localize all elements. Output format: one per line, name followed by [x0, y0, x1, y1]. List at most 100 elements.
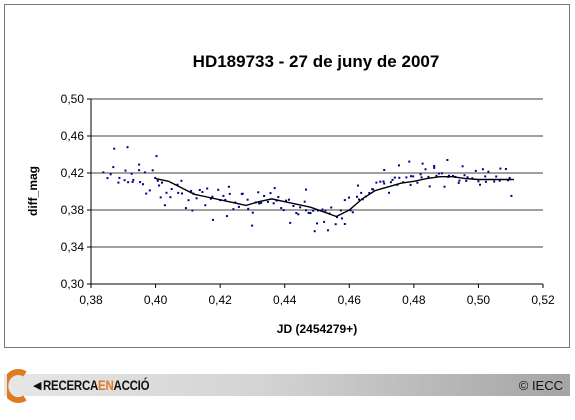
data-point — [258, 202, 261, 205]
data-point — [495, 175, 498, 178]
data-point — [273, 187, 276, 190]
data-point — [321, 208, 324, 211]
axes — [87, 98, 544, 288]
data-point — [180, 179, 183, 182]
data-point — [356, 195, 358, 198]
data-point — [312, 209, 315, 212]
data-point — [251, 211, 254, 214]
data-point — [461, 165, 464, 168]
data-point — [109, 173, 112, 176]
data-point — [393, 176, 396, 179]
data-point — [177, 191, 180, 194]
data-point — [307, 211, 310, 214]
data-point — [438, 172, 440, 175]
plot-area — [91, 99, 543, 284]
data-point — [389, 181, 392, 184]
data-point — [127, 181, 130, 184]
data-point — [357, 184, 359, 187]
data-point — [391, 178, 394, 181]
data-point — [433, 166, 436, 169]
data-point — [305, 209, 307, 212]
data-point — [383, 169, 386, 171]
data-point — [169, 196, 172, 199]
data-point — [222, 194, 225, 197]
data-point — [187, 199, 190, 202]
data-point — [493, 180, 496, 183]
data-point — [477, 180, 480, 183]
data-point — [339, 209, 342, 212]
data-point — [251, 224, 254, 227]
data-point — [388, 191, 390, 194]
left-triangle-icon: ◀ — [33, 380, 42, 392]
data-point — [343, 223, 346, 225]
data-point — [510, 194, 513, 197]
data-point — [257, 191, 260, 194]
copyright-text: © IECC — [518, 378, 563, 393]
data-point — [410, 175, 412, 178]
moving-average-line — [155, 176, 514, 218]
chart-title: HD189733 - 27 de juny de 2007 — [193, 52, 440, 71]
data-point — [156, 179, 159, 182]
data-point — [131, 180, 134, 183]
data-point — [113, 147, 116, 150]
data-point — [184, 207, 187, 210]
data-point — [358, 198, 360, 201]
data-point — [138, 169, 141, 172]
data-point — [289, 221, 292, 224]
data-point — [375, 181, 378, 184]
data-points — [102, 146, 513, 233]
data-point — [448, 174, 450, 177]
data-point — [382, 180, 385, 183]
x-axis-label: JD (2454279+) — [277, 322, 357, 336]
x-tick-label: 0,50 — [467, 293, 491, 307]
data-point — [247, 207, 250, 210]
data-point — [398, 176, 401, 179]
data-point — [282, 209, 285, 212]
data-point — [427, 175, 430, 178]
data-point — [481, 168, 484, 171]
data-point — [161, 181, 163, 184]
orange-c-logo-icon — [7, 369, 27, 403]
data-point — [504, 168, 507, 170]
data-point — [228, 192, 231, 195]
data-point — [151, 169, 154, 172]
data-point — [143, 171, 146, 174]
data-point — [440, 172, 443, 175]
x-tick-label: 0,46 — [338, 293, 362, 307]
y-tick-label: 0,34 — [61, 240, 85, 254]
data-point — [428, 185, 431, 188]
data-point — [232, 208, 235, 211]
data-point — [148, 189, 151, 192]
data-point — [130, 172, 133, 175]
data-point — [303, 200, 306, 203]
data-point — [272, 202, 275, 205]
data-point — [309, 212, 312, 215]
data-point — [507, 179, 510, 182]
data-point — [405, 176, 408, 179]
data-point — [451, 175, 454, 177]
data-point — [458, 179, 461, 182]
data-point — [102, 171, 105, 174]
data-point — [211, 195, 214, 198]
data-point — [466, 176, 469, 179]
x-tick-label: 0,44 — [273, 293, 297, 307]
data-point — [323, 220, 326, 223]
brand-part-3: ACCIÓ — [113, 377, 150, 393]
data-point — [446, 159, 449, 161]
data-point — [201, 191, 204, 193]
y-tick-label: 0,42 — [61, 166, 85, 180]
data-point — [176, 183, 179, 186]
data-point — [336, 216, 338, 219]
x-tick-label: 0,42 — [208, 293, 232, 307]
data-point — [117, 181, 120, 184]
data-point — [443, 185, 446, 188]
data-point — [416, 181, 419, 184]
data-point — [324, 209, 327, 212]
data-point — [383, 182, 386, 185]
data-point — [266, 200, 269, 203]
data-point — [123, 179, 126, 182]
data-point — [154, 176, 157, 179]
brand-part-2: EN — [98, 377, 114, 393]
data-point — [408, 160, 411, 163]
data-point — [217, 188, 220, 191]
